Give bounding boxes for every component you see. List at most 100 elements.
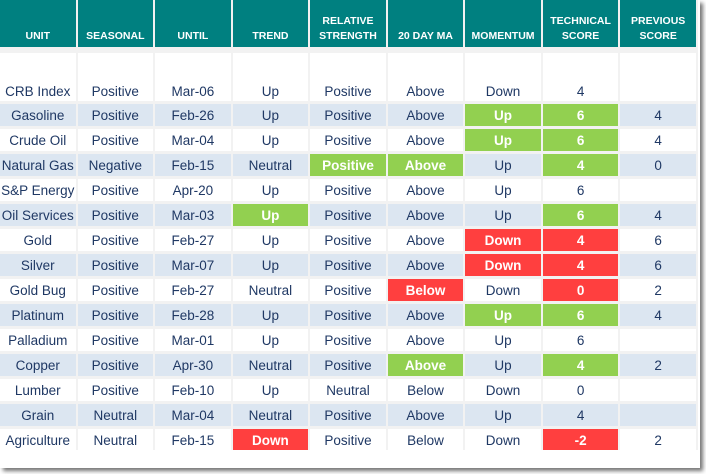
cell-20-day-ma: Above [387, 229, 464, 251]
cell-relative-strength: Positive [310, 304, 386, 326]
table-row: Agriculture Neutral Feb-15 Down Positive Belo… [0, 429, 696, 451]
cell-seasonal: Positive [77, 304, 154, 326]
cell-momentum: Up [465, 354, 541, 376]
table-bottom-margin [0, 450, 700, 468]
table-row: S&P Energy Positive Apr-20 Up Positive Above U… [0, 179, 696, 201]
cell-seasonal: Neutral [77, 404, 154, 426]
cell-relative-strength: Positive [310, 429, 386, 451]
cell-relative-strength: Positive [310, 154, 386, 176]
cell-until: Feb-28 [155, 304, 231, 326]
cell-previous-score: 2 [620, 429, 696, 451]
column-header-previous-score: PREVIOUS SCORE [620, 0, 696, 47]
cell-momentum: Down [465, 229, 541, 251]
table-row: Platinum Positive Feb-28 Up Positive Above Up 6… [0, 304, 696, 326]
cell-seasonal: Positive [77, 179, 154, 201]
cell-until: Mar-07 [155, 254, 231, 276]
cell-until: Feb-15 [155, 429, 231, 451]
cell-technical-score: 6 [542, 104, 619, 126]
cell-trend: Up [232, 129, 309, 151]
cell-seasonal: Positive [77, 53, 154, 101]
cell-20-day-ma: Below [387, 429, 464, 451]
cell-technical-score: 4 [542, 229, 619, 251]
cell-seasonal: Positive [77, 129, 154, 151]
cell-unit: Agriculture [0, 429, 76, 451]
technical-score-table: UNIT SEASONAL UNTIL TREND RELATIVE STRENGTH 2… [0, 0, 698, 454]
cell-technical-score: 4 [542, 154, 619, 176]
cell-trend: Up [232, 229, 309, 251]
cell-technical-score: 6 [542, 179, 619, 201]
table-row: Gasoline Positive Feb-26 Up Positive Above Up 6… [0, 104, 696, 126]
cell-seasonal: Negative [77, 154, 154, 176]
cell-unit: Oil Services [0, 204, 76, 226]
cell-momentum: Up [465, 204, 541, 226]
cell-momentum: Down [465, 279, 541, 301]
cell-relative-strength: Neutral [310, 379, 386, 401]
cell-technical-score: 4 [542, 53, 619, 101]
cell-until: Feb-27 [155, 229, 231, 251]
cell-previous-score: 2 [620, 279, 696, 301]
cell-trend: Neutral [232, 279, 309, 301]
cell-seasonal: Positive [77, 254, 154, 276]
header-row: UNIT SEASONAL UNTIL TREND RELATIVE STRENGTH 2… [0, 0, 696, 47]
cell-technical-score: 6 [542, 329, 619, 351]
cell-until: Mar-04 [155, 404, 231, 426]
cell-relative-strength: Positive [310, 254, 386, 276]
cell-momentum: Up [465, 154, 541, 176]
cell-unit: Grain [0, 404, 76, 426]
cell-until: Mar-01 [155, 329, 231, 351]
cell-trend: Up [232, 304, 309, 326]
cell-seasonal: Positive [77, 279, 154, 301]
cell-momentum: Down [465, 254, 541, 276]
cell-relative-strength: Positive [310, 179, 386, 201]
technical-score-table-frame: UNIT SEASONAL UNTIL TREND RELATIVE STRENGTH 2… [0, 0, 700, 468]
cell-unit: CRB Index [0, 53, 76, 101]
cell-previous-score [620, 404, 696, 426]
column-header-seasonal: SEASONAL [77, 0, 154, 47]
cell-until: Mar-03 [155, 204, 231, 226]
cell-previous-score: 2 [620, 354, 696, 376]
column-header-20-day-ma: 20 DAY MA [387, 0, 464, 47]
cell-relative-strength: Positive [310, 329, 386, 351]
cell-technical-score: 6 [542, 204, 619, 226]
table-row: Copper Positive Apr-30 Neutral Positive Above… [0, 354, 696, 376]
cell-unit: Gold Bug [0, 279, 76, 301]
cell-unit: Platinum [0, 304, 76, 326]
cell-seasonal: Positive [77, 204, 154, 226]
cell-technical-score: 0 [542, 379, 619, 401]
cell-previous-score: 0 [620, 154, 696, 176]
cell-unit: Lumber [0, 379, 76, 401]
cell-unit: Gasoline [0, 104, 76, 126]
cell-unit: Copper [0, 354, 76, 376]
cell-relative-strength: Positive [310, 129, 386, 151]
column-header-trend: TREND [232, 0, 309, 47]
cell-20-day-ma: Above [387, 179, 464, 201]
cell-previous-score [620, 53, 696, 101]
cell-until: Feb-27 [155, 279, 231, 301]
cell-unit: Palladium [0, 329, 76, 351]
cell-previous-score [620, 329, 696, 351]
table-row: Oil Services Positive Mar-03 Up Positive Abov… [0, 204, 696, 226]
cell-trend: Up [232, 104, 309, 126]
cell-momentum: Up [465, 404, 541, 426]
cell-20-day-ma: Above [387, 254, 464, 276]
cell-until: Apr-20 [155, 179, 231, 201]
cell-previous-score: 4 [620, 129, 696, 151]
cell-trend: Up [232, 204, 309, 226]
cell-seasonal: Neutral [77, 429, 154, 451]
cell-20-day-ma: Below [387, 379, 464, 401]
cell-previous-score: 6 [620, 254, 696, 276]
cell-momentum: Up [465, 304, 541, 326]
column-header-relative-strength: RELATIVE STRENGTH [310, 0, 386, 47]
cell-trend: Up [232, 379, 309, 401]
table-row: Gold Positive Feb-27 Up Positive Above Down 4 6 [0, 229, 696, 251]
cell-trend: Neutral [232, 404, 309, 426]
table-row: Natural Gas Negative Feb-15 Neutral Positive… [0, 154, 696, 176]
column-header-until: UNTIL [155, 0, 231, 47]
cell-trend: Up [232, 329, 309, 351]
cell-technical-score: 6 [542, 304, 619, 326]
table-row: Gold Bug Positive Feb-27 Neutral Positive Bel… [0, 279, 696, 301]
cell-seasonal: Positive [77, 329, 154, 351]
cell-technical-score: 6 [542, 129, 619, 151]
cell-unit: Silver [0, 254, 76, 276]
cell-previous-score: 4 [620, 204, 696, 226]
